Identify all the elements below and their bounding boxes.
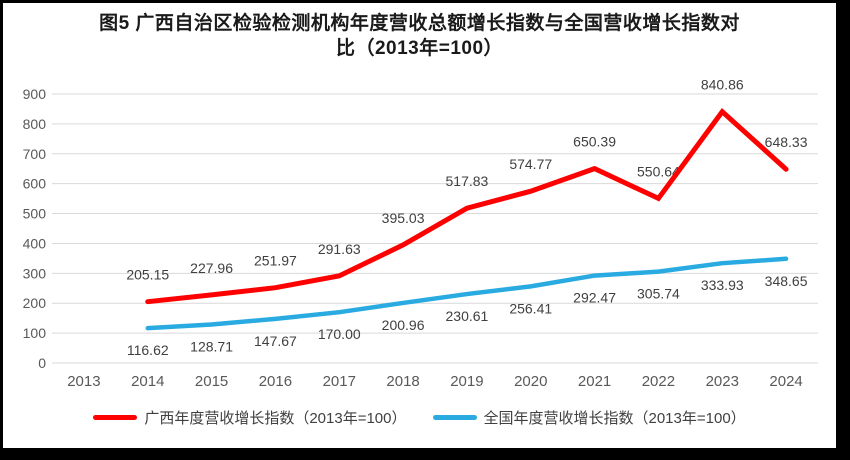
y-axis-tick-label: 900 — [23, 86, 47, 102]
y-axis-tick-label: 200 — [23, 295, 47, 311]
data-label: 205.15 — [126, 267, 169, 283]
y-axis-tick-label: 300 — [23, 265, 47, 281]
y-axis-tick-label: 500 — [23, 206, 47, 222]
data-label: 256.41 — [509, 300, 552, 316]
data-label: 128.71 — [190, 339, 233, 355]
data-label: 648.33 — [765, 134, 808, 150]
national-legend-label: 全国年度营收增长指数（2013年=100） — [483, 410, 746, 427]
x-axis-year-label: 2015 — [195, 373, 228, 390]
x-axis-year-label: 2014 — [131, 373, 164, 390]
line-chart-plot: 0 100 200 300 400 500 600 700 800 900 2013 2014 2015… — [23, 77, 818, 390]
legend-item-guangxi: 广西年度营收增长指数（2013年=100） — [93, 407, 407, 428]
data-label: 574.77 — [509, 156, 552, 172]
chart-title: 图5 广西自治区检验检测机构年度营收总额增长指数与全国营收增长指数对 比（201… — [3, 11, 836, 61]
x-axis-year-label: 2016 — [259, 373, 292, 390]
national-line-swatch — [432, 415, 477, 420]
data-label: 517.83 — [446, 173, 489, 189]
national-series-line — [145, 256, 789, 331]
x-axis-year-label: 2019 — [450, 373, 483, 390]
x-axis-year-label: 2023 — [706, 373, 739, 390]
legend-item-national: 全国年度营收增长指数（2013年=100） — [432, 407, 746, 428]
data-label: 227.96 — [190, 260, 233, 276]
data-label: 333.93 — [701, 277, 744, 293]
guangxi-series-line — [145, 107, 789, 305]
data-label: 230.61 — [446, 308, 489, 324]
x-axis-year-label: 2021 — [578, 373, 611, 390]
y-axis-tick-label: 800 — [23, 116, 47, 132]
data-label: 348.65 — [765, 273, 808, 289]
y-axis-tick-label: 700 — [23, 146, 47, 162]
chart-legend: 广西年度营收增长指数（2013年=100） 全国年度营收增长指数（2013年=1… — [3, 407, 836, 428]
chart-title-line2: 比（2013年=100） — [335, 38, 504, 59]
data-label: 200.96 — [382, 317, 425, 333]
x-axis-year-label: 2024 — [769, 373, 802, 390]
data-label: 650.39 — [573, 134, 616, 150]
x-axis-year-label: 2013 — [67, 373, 100, 390]
data-label: 251.97 — [254, 253, 297, 269]
x-axis-year-label: 2020 — [514, 373, 547, 390]
chart-title-line1: 图5 广西自治区检验检测机构年度营收总额增长指数与全国营收增长指数对 — [99, 13, 740, 34]
data-label: 170.00 — [318, 326, 361, 342]
data-label: 147.67 — [254, 333, 297, 349]
y-axis-tick-label: 0 — [38, 355, 46, 371]
data-label: 292.47 — [573, 290, 616, 306]
x-axis-year-label: 2018 — [386, 373, 419, 390]
x-axis-year-label: 2017 — [323, 373, 356, 390]
data-label: 116.62 — [127, 342, 169, 358]
y-axis-tick-label: 600 — [23, 176, 47, 192]
data-label: 395.03 — [382, 210, 425, 226]
guangxi-legend-label: 广西年度营收增长指数（2013年=100） — [144, 410, 407, 427]
guangxi-line-swatch — [93, 415, 138, 420]
data-label: 840.86 — [701, 77, 744, 93]
data-label: 291.63 — [318, 241, 361, 257]
data-label: 305.74 — [637, 286, 680, 302]
x-axis-year-label: 2022 — [642, 373, 675, 390]
data-label: 550.64 — [637, 163, 680, 179]
y-axis-tick-label: 400 — [23, 235, 47, 251]
y-axis-tick-label: 100 — [23, 325, 47, 341]
